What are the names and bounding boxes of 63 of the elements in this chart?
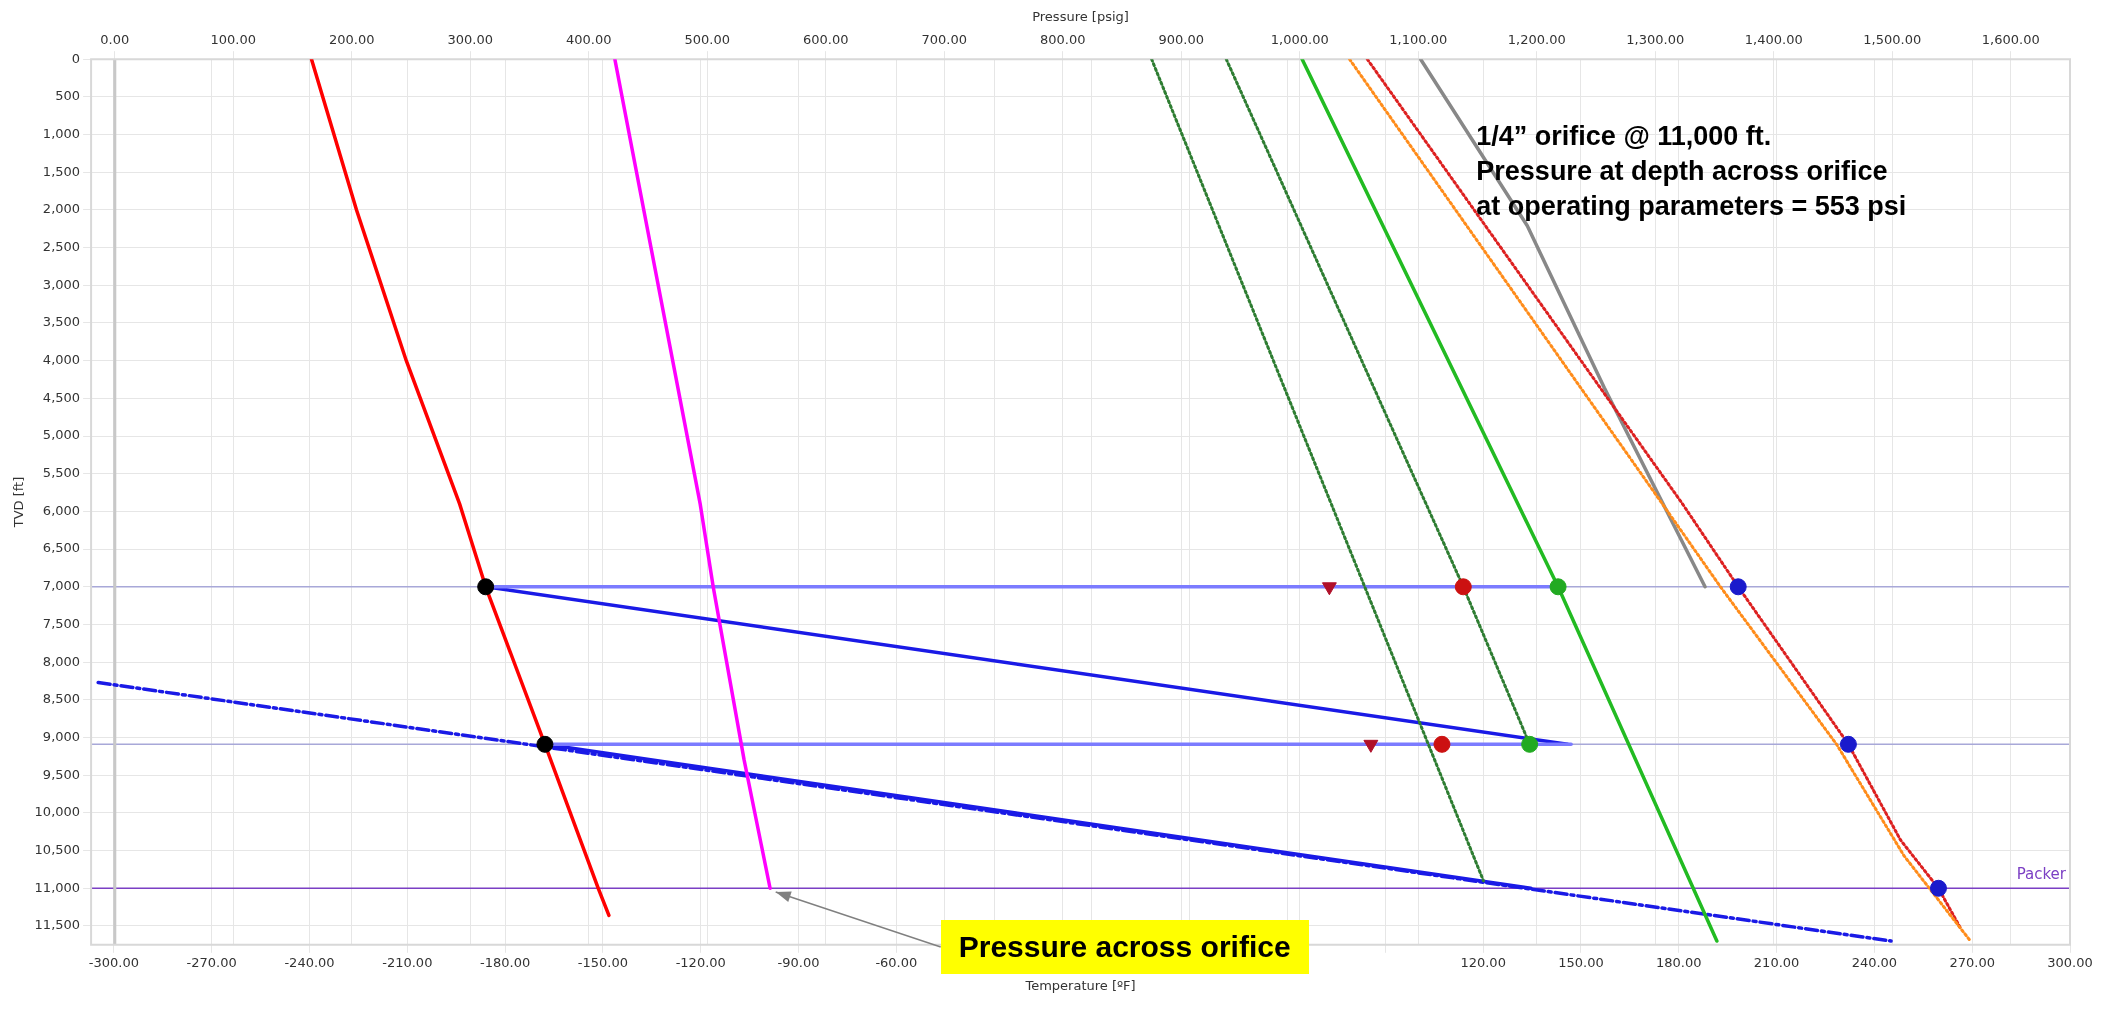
ref-line-label: Packer (2016, 864, 2067, 883)
x-tick-label: -270.00 (186, 954, 237, 970)
x2-tick-label: 1,400.00 (1744, 31, 1803, 47)
x2-tick-label: 500.00 (684, 31, 731, 47)
x-tick-label: 270.00 (1949, 954, 1995, 970)
y-tick-label: 10,000 (34, 804, 81, 820)
y-tick-label: 500 (55, 88, 81, 104)
x-tick-label: -180.00 (480, 954, 531, 970)
x-tick-label: -90.00 (777, 954, 820, 970)
y-tick-label: 0 (71, 50, 81, 66)
x2-axis-title: Pressure [psig] (1032, 9, 1129, 25)
x-tick-label: 210.00 (1753, 954, 1800, 970)
y-tick-label: 2,000 (42, 201, 81, 217)
y-tick-label: 5,000 (42, 427, 81, 443)
x-tick-label: -300.00 (88, 954, 139, 970)
y-tick-label: 1,000 (42, 125, 81, 141)
y-tick-label: 8,500 (42, 691, 81, 707)
x2-tick-label: 1,300.00 (1626, 31, 1685, 47)
x-tick-label: 150.00 (1558, 954, 1604, 970)
x-axis-title: Temperature [ºF] (1024, 977, 1136, 993)
x2-tick-label: 300.00 (447, 31, 494, 47)
x-tick-label: 240.00 (1851, 954, 1898, 970)
x2-tick-label: 100.00 (210, 31, 257, 47)
y-tick-label: 9,000 (42, 728, 81, 744)
x-tick-label: -210.00 (382, 954, 433, 970)
x2-tick-label: 1,500.00 (1863, 31, 1922, 47)
y-axis-title: TVD [ft] (11, 476, 27, 529)
x2-tick-label: 200.00 (329, 31, 375, 47)
y-tick-label: 6,500 (42, 540, 81, 556)
y-tick-label: 11,000 (34, 879, 81, 895)
x2-tick-label: 700.00 (921, 31, 968, 47)
y-tick-label: 11,500 (34, 917, 81, 933)
y-tick-label: 4,000 (42, 352, 81, 368)
y-tick-label: 3,000 (42, 276, 81, 292)
y-tick-label: 8,000 (42, 653, 81, 669)
x2-tick-label: 600.00 (803, 31, 849, 47)
y-tick-label: 1,500 (42, 163, 81, 179)
y-tick-label: 2,500 (42, 239, 81, 254)
x-tick-label: -120.00 (675, 954, 726, 970)
y-tick-label: 5,500 (42, 465, 81, 481)
x2-tick-label: 0.00 (100, 31, 130, 47)
x2-tick-label: 1,000.00 (1270, 31, 1329, 47)
x2-tick-label: 400.00 (566, 31, 612, 47)
y-tick-label: 9,500 (42, 766, 81, 782)
annotation: 1/4” orifice @ 11,000 ft. Pressure at depth across orifice at operating parameters = 553 psi (1476, 120, 1907, 224)
x-tick-label: 180.00 (1656, 954, 1702, 970)
x-tick-label: -150.00 (577, 954, 629, 970)
y-tick-label: 7,500 (42, 615, 81, 631)
y-tick-label: 7,000 (42, 578, 81, 594)
x2-tick-label: 1,200.00 (1507, 31, 1566, 47)
x-tick-label: -60.00 (875, 954, 918, 970)
y-tick-label: 10,500 (34, 841, 81, 857)
x-tick-label: 300.00 (2047, 954, 2093, 970)
y-tick-label: 4,500 (42, 389, 81, 405)
x2-tick-label: 1,100.00 (1389, 31, 1448, 47)
x-tick-label: -240.00 (284, 954, 335, 970)
x2-tick-label: 1,600.00 (1981, 31, 2040, 47)
x-tick-label: 120.00 (1460, 954, 1506, 970)
y-tick-label: 6,000 (42, 502, 81, 518)
x2-tick-label: 900.00 (1158, 31, 1205, 47)
annotation: Pressure across orifice (940, 920, 1309, 975)
y-tick-label: 3,500 (42, 314, 81, 330)
x2-tick-label: 800.00 (1040, 31, 1086, 47)
